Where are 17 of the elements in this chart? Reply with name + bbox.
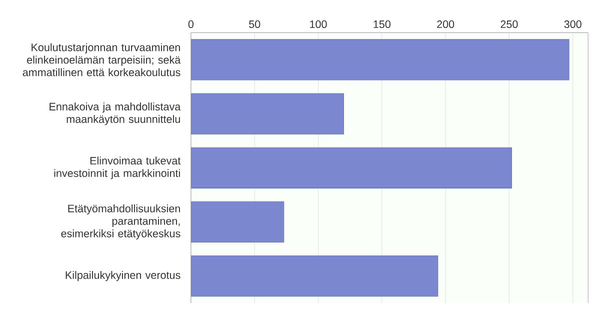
bar [190, 256, 438, 297]
y-tick-label: Koulutustarjonnan turvaaminen elinkeinoelämän tarpeisiin; sekä ammatillinen että korkeakoulutus [22, 43, 181, 76]
x-tick-label: 250 [500, 20, 518, 28]
bar [190, 147, 512, 188]
x-tick-label: 0 [188, 20, 194, 28]
y-tick-label: Etätyömahdollisuuksien parantaminen, esimerkiksi etätyökeskus [61, 204, 180, 240]
x-tick-label: 100 [310, 20, 327, 28]
bar [190, 93, 344, 134]
bar [190, 201, 284, 243]
x-tick-label: 50 [249, 20, 260, 28]
y-tick-label: Elinvoimaa tukevat investoinnit ja markkinointi [54, 156, 181, 180]
x-tick-label: 150 [374, 20, 390, 28]
y-tick-label: Ennakoiva ja mahdollistava maankäytön suunnittelu [50, 102, 181, 126]
x-tick-label: 300 [564, 20, 582, 28]
x-tick-label: 200 [437, 20, 454, 28]
y-tick-label: Kilpailukykyinen verotus [66, 271, 180, 282]
bar [190, 39, 570, 80]
